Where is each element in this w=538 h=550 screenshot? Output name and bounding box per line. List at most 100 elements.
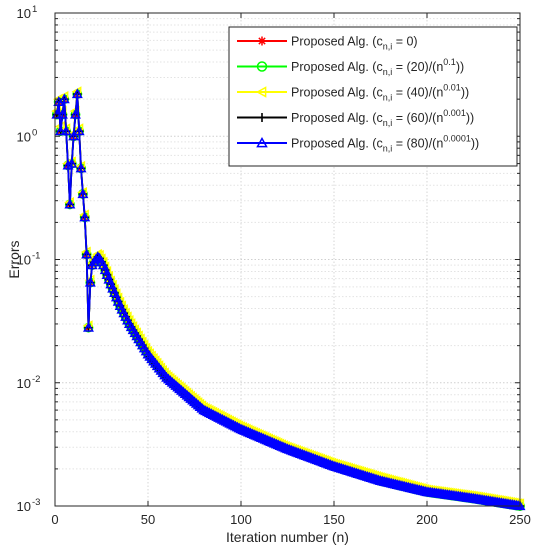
data-point (68, 130, 80, 141)
data-point (164, 375, 176, 386)
legend-text-mid: = (20)/(n (392, 60, 443, 74)
data-point (257, 36, 267, 46)
data-point (174, 383, 186, 394)
data-point (179, 388, 191, 398)
x-tick-label: 150 (323, 512, 345, 527)
data-point (187, 394, 199, 405)
data-point (190, 397, 202, 408)
data-point (71, 88, 83, 99)
data-point (172, 381, 184, 392)
data-point (79, 211, 91, 222)
data-point (64, 198, 76, 209)
data-point (92, 251, 104, 261)
legend-text-mid: = 0) (392, 35, 417, 49)
x-tick-label: 50 (141, 512, 155, 527)
data-point (257, 113, 267, 122)
data-point (181, 389, 193, 400)
data-point (168, 378, 180, 389)
y-tick-base: 10 (17, 253, 31, 268)
data-point (77, 188, 89, 199)
data-point (162, 373, 174, 384)
x-tick-label: 250 (509, 512, 531, 527)
data-point (62, 159, 74, 170)
data-point (170, 380, 182, 390)
data-point (69, 108, 81, 119)
data-point (84, 276, 96, 287)
legend-subscript: n,i (383, 118, 393, 128)
legend-label: Proposed Alg. (cn,i = (60)/(n0.001)) (291, 108, 474, 128)
legend-subscript: n,i (383, 42, 393, 52)
data-point (56, 108, 68, 119)
data-point (194, 401, 206, 411)
y-tick-label: 10 (17, 6, 31, 21)
data-point (189, 396, 200, 407)
legend-text-mid: = (80)/(n (392, 137, 443, 151)
legend-text-end: )) (466, 111, 474, 125)
legend-text-main: Proposed Alg. (c (291, 111, 383, 125)
data-point (183, 391, 195, 402)
data-point (256, 136, 268, 148)
y-tick-base: 10 (17, 129, 31, 144)
data-point (166, 376, 178, 387)
legend-subscript: n,i (383, 93, 393, 103)
x-tick-label: 0 (51, 512, 58, 527)
y-tick-base: 10 (17, 499, 31, 514)
legend-text-end: )) (461, 86, 469, 100)
legend-superscript: 0.0001 (443, 134, 471, 144)
legend-item: Proposed Alg. (cn,i = (40)/(n0.01)) (237, 83, 469, 103)
legend-text-mid: = (40)/(n (392, 86, 443, 100)
x-axis-label: Iteration number (n) (226, 529, 349, 545)
y-axis-label: Errors (6, 240, 22, 278)
data-point (66, 157, 78, 168)
legend-label: Proposed Alg. (cn,i = (20)/(n0.1)) (291, 57, 464, 77)
legend-text-main: Proposed Alg. (c (291, 137, 383, 151)
legend-item: Proposed Alg. (cn,i = (60)/(n0.001)) (237, 108, 474, 128)
legend-subscript: n,i (383, 144, 393, 154)
legend-item: Proposed Alg. (cn,i = (80)/(n0.0001)) (237, 134, 479, 154)
legend-text-end: )) (456, 60, 464, 74)
data-point (256, 61, 268, 72)
data-point (196, 402, 208, 413)
data-point (83, 321, 94, 332)
y-tick-base: 10 (17, 6, 31, 21)
y-tick-exponent: 0 (32, 127, 37, 138)
data-point (192, 399, 204, 410)
legend-label: Proposed Alg. (cn,i = (80)/(n0.0001)) (291, 134, 479, 154)
legend-text-main: Proposed Alg. (c (291, 60, 383, 74)
data-point (255, 86, 267, 98)
legend-item: Proposed Alg. (cn,i = (20)/(n0.1)) (237, 57, 464, 77)
legend-label: Proposed Alg. (cn,i = 0) (291, 35, 418, 52)
x-tick-label: 100 (230, 512, 252, 527)
y-tick-exponent: -2 (32, 374, 40, 385)
data-point (185, 392, 197, 403)
legend-item: Proposed Alg. (cn,i = 0) (237, 35, 418, 52)
legend: Proposed Alg. (cn,i = 0)Proposed Alg. (c… (228, 26, 518, 167)
y-tick-exponent: -1 (32, 251, 40, 262)
y-tick-label: 10 (17, 499, 31, 514)
data-point (58, 93, 70, 104)
data-point (60, 125, 72, 136)
legend-text-mid: = (60)/(n (392, 111, 443, 125)
data-point (55, 125, 67, 136)
legend-subscript: n,i (383, 67, 393, 77)
legend-label: Proposed Alg. (cn,i = (40)/(n0.01)) (291, 83, 469, 103)
legend-text-main: Proposed Alg. (c (291, 86, 383, 100)
legend-text-end: )) (471, 137, 479, 151)
y-tick-exponent: -3 (32, 497, 40, 508)
series-5 (51, 88, 526, 511)
data-point (161, 371, 173, 382)
axis-labels: Iteration number (n) Errors (6, 240, 349, 545)
legend-superscript: 0.1 (443, 57, 456, 67)
x-tick-label: 200 (416, 512, 438, 527)
y-tick-exponent: 1 (32, 4, 37, 15)
y-tick-label: 10 (17, 129, 31, 144)
data-point (81, 248, 93, 259)
legend-text-main: Proposed Alg. (c (291, 35, 383, 49)
y-tick-label: 10 (17, 253, 31, 268)
legend-superscript: 0.001 (443, 108, 466, 118)
series-layer (51, 86, 526, 511)
data-point (75, 162, 87, 173)
data-point (177, 386, 189, 397)
data-point (176, 384, 187, 395)
